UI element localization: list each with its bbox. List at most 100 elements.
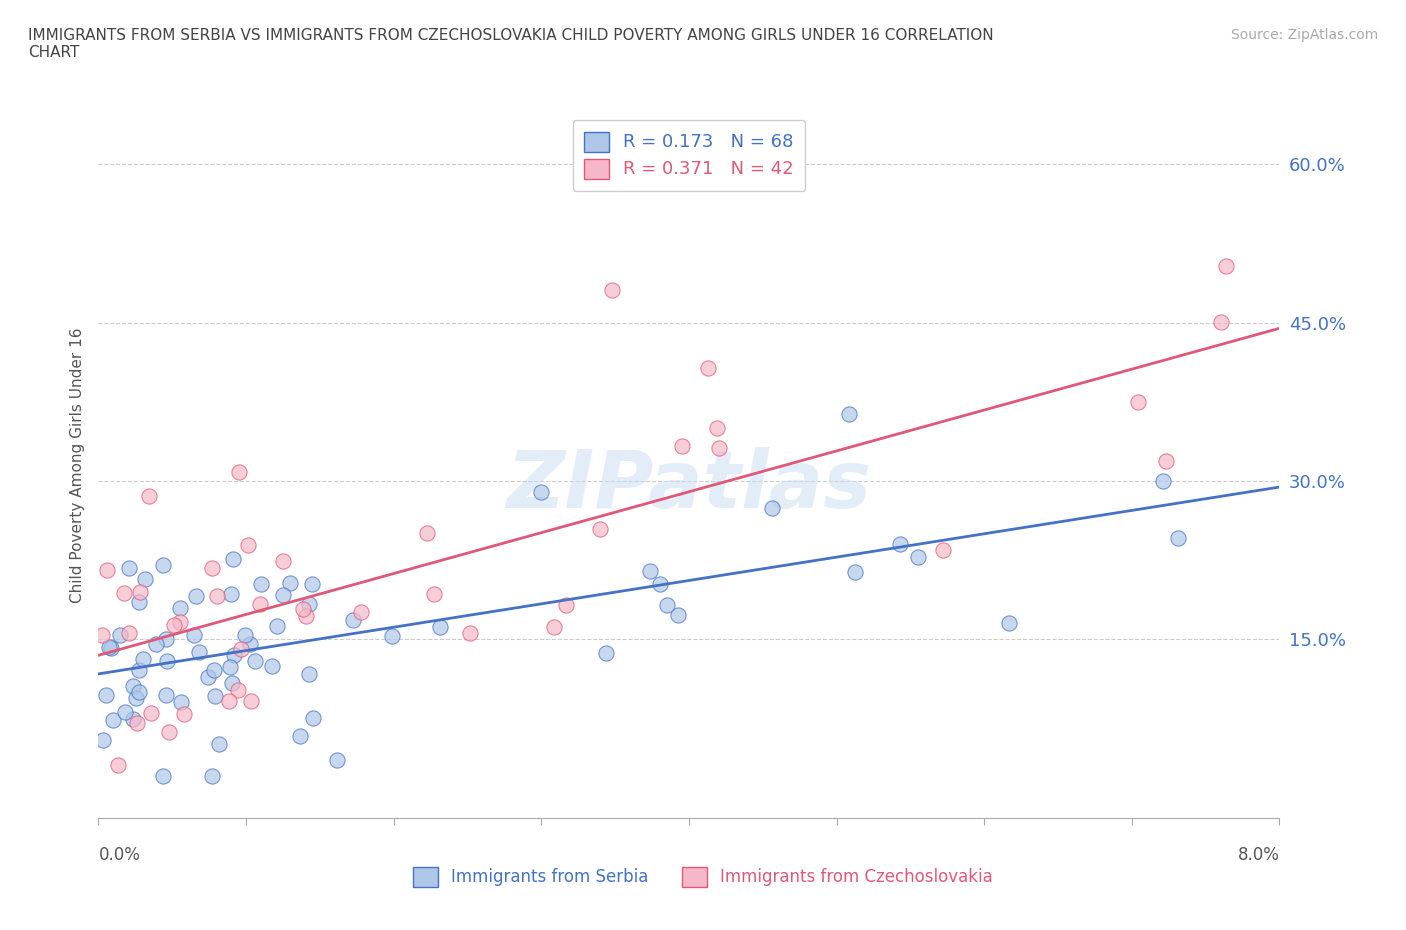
Point <box>218 659 240 674</box>
Point <box>201 561 224 576</box>
Point <box>228 464 250 479</box>
Point <box>202 663 225 678</box>
Point <box>889 537 911 551</box>
Point <box>666 607 689 622</box>
Point <box>239 637 262 652</box>
Point <box>100 641 122 656</box>
Point <box>101 712 124 727</box>
Point <box>238 538 260 552</box>
Point <box>163 618 186 632</box>
Point <box>342 613 364 628</box>
Point <box>228 683 250 698</box>
Point <box>131 652 153 667</box>
Point <box>381 629 404 644</box>
Point <box>278 576 301 591</box>
Point <box>288 729 311 744</box>
Point <box>152 557 174 572</box>
Point <box>205 589 228 604</box>
Point <box>128 662 150 677</box>
Point <box>169 601 191 616</box>
Point <box>118 626 141 641</box>
Point <box>94 687 117 702</box>
Point <box>458 625 481 640</box>
Point <box>128 684 150 699</box>
Point <box>218 694 240 709</box>
Point <box>292 602 315 617</box>
Point <box>170 695 193 710</box>
Point <box>184 589 207 604</box>
Point <box>208 737 231 751</box>
Point <box>249 596 271 611</box>
Point <box>245 654 267 669</box>
Point <box>638 564 661 578</box>
Point <box>222 551 245 566</box>
Point <box>139 705 162 720</box>
Point <box>122 711 145 726</box>
Point <box>125 691 148 706</box>
Point <box>91 628 114 643</box>
Text: 8.0%: 8.0% <box>1237 846 1279 864</box>
Point <box>1211 314 1233 329</box>
Point <box>707 441 730 456</box>
Point <box>155 631 177 646</box>
Point <box>844 565 866 579</box>
Point <box>134 571 156 586</box>
Point <box>543 619 565 634</box>
Point <box>655 597 678 612</box>
Legend: Immigrants from Serbia, Immigrants from Czechoslovakia: Immigrants from Serbia, Immigrants from … <box>406 860 1000 894</box>
Point <box>595 646 617 661</box>
Point <box>838 406 860 421</box>
Point <box>529 485 551 499</box>
Point <box>273 553 295 568</box>
Point <box>249 577 271 591</box>
Point <box>221 676 243 691</box>
Point <box>932 542 955 557</box>
Point <box>295 608 318 623</box>
Point <box>1126 394 1149 409</box>
Point <box>156 654 179 669</box>
Point <box>240 693 263 708</box>
Point <box>188 644 211 659</box>
Point <box>152 769 174 784</box>
Point <box>416 525 439 540</box>
Point <box>173 707 195 722</box>
Point <box>297 667 319 682</box>
Point <box>761 500 783 515</box>
Point <box>350 604 373 619</box>
Point <box>1167 531 1189 546</box>
Point <box>706 420 728 435</box>
Point <box>266 618 288 633</box>
Point <box>201 769 224 784</box>
Point <box>138 488 160 503</box>
Point <box>302 711 325 725</box>
Point <box>183 628 205 643</box>
Point <box>600 283 623 298</box>
Text: 0.0%: 0.0% <box>98 846 141 864</box>
Point <box>204 688 226 703</box>
Point <box>159 724 181 739</box>
Legend: R = 0.173   N = 68, R = 0.371   N = 42: R = 0.173 N = 68, R = 0.371 N = 42 <box>572 120 806 191</box>
Point <box>114 704 136 719</box>
Point <box>91 733 114 748</box>
Point <box>155 688 177 703</box>
Point <box>262 658 284 673</box>
Point <box>97 639 120 654</box>
Point <box>423 587 446 602</box>
Point <box>128 594 150 609</box>
Point <box>271 587 294 602</box>
Text: Source: ZipAtlas.com: Source: ZipAtlas.com <box>1230 28 1378 42</box>
Point <box>107 758 129 773</box>
Point <box>325 752 347 767</box>
Point <box>128 585 150 600</box>
Point <box>219 587 242 602</box>
Point <box>697 361 720 376</box>
Point <box>301 577 323 591</box>
Point <box>96 563 118 578</box>
Point <box>1215 259 1237 273</box>
Point <box>122 678 145 693</box>
Point <box>671 439 693 454</box>
Point <box>112 586 135 601</box>
Y-axis label: Child Poverty Among Girls Under 16: Child Poverty Among Girls Under 16 <box>69 327 84 603</box>
Point <box>907 550 929 565</box>
Point <box>648 577 671 591</box>
